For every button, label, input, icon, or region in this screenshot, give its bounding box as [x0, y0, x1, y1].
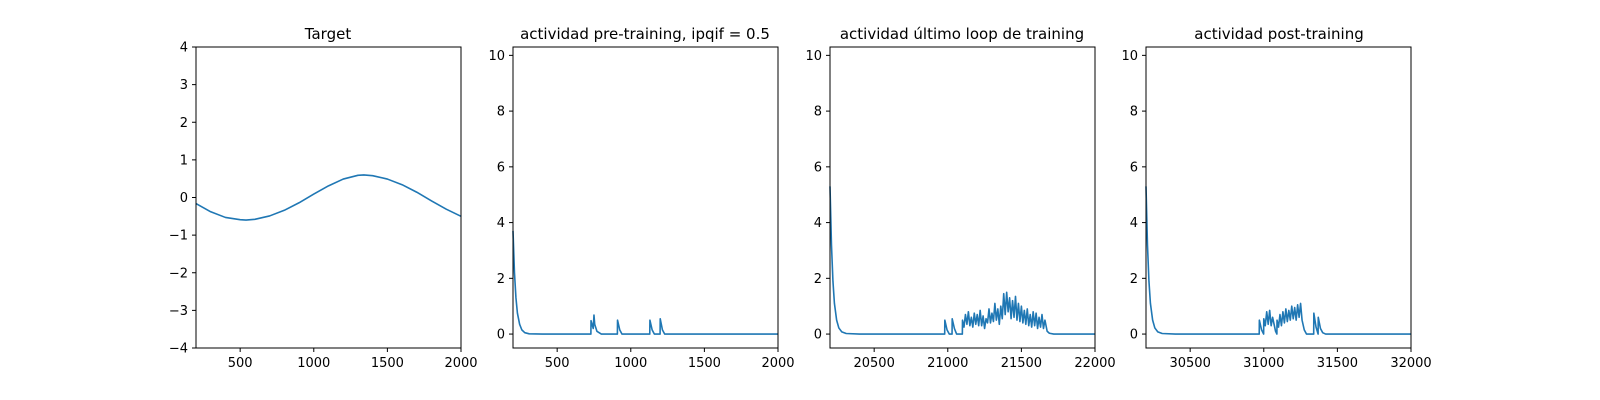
x-tick-label: 31500 [1317, 356, 1358, 371]
y-tick-label: −3 [169, 304, 188, 319]
y-tick-label: 0 [497, 328, 505, 343]
y-tick-label: 8 [814, 105, 822, 120]
x-tick-label: 32000 [1390, 356, 1431, 371]
x-tick-label: 1500 [688, 356, 721, 371]
subplot-title: actividad pre-training, ipqif = 0.5 [520, 25, 770, 43]
y-tick-label: 6 [497, 160, 505, 175]
y-tick-label: 1 [180, 153, 188, 168]
subplot-title: actividad post-training [1194, 25, 1363, 43]
x-tick-label: 500 [545, 356, 570, 371]
x-tick-label: 21000 [927, 356, 968, 371]
y-tick-label: 2 [497, 272, 505, 287]
y-tick-label: 4 [1130, 216, 1138, 231]
subplot-title: Target [304, 25, 352, 43]
y-tick-label: 4 [814, 216, 822, 231]
y-tick-label: −4 [169, 342, 188, 357]
x-tick-label: 2000 [761, 356, 794, 371]
y-tick-label: 10 [805, 49, 822, 64]
y-tick-label: 3 [180, 78, 188, 93]
y-tick-label: 0 [180, 191, 188, 206]
y-tick-label: 4 [497, 216, 505, 231]
x-tick-label: 20500 [853, 356, 894, 371]
x-tick-label: 1000 [297, 356, 330, 371]
y-tick-label: 8 [497, 105, 505, 120]
x-tick-label: 22000 [1074, 356, 1115, 371]
y-tick-label: 0 [814, 328, 822, 343]
y-tick-label: 0 [1130, 328, 1138, 343]
x-tick-label: 500 [228, 356, 253, 371]
y-tick-label: −2 [169, 266, 188, 281]
x-tick-label: 31000 [1243, 356, 1284, 371]
subplot-title: actividad último loop de training [840, 25, 1084, 43]
x-tick-label: 2000 [444, 356, 477, 371]
y-tick-label: 10 [488, 49, 505, 64]
x-tick-label: 1500 [371, 356, 404, 371]
x-tick-label: 30500 [1169, 356, 1210, 371]
y-tick-label: 6 [814, 160, 822, 175]
y-tick-label: −1 [169, 229, 188, 244]
x-tick-label: 1000 [614, 356, 647, 371]
y-tick-label: 8 [1130, 105, 1138, 120]
y-tick-label: 6 [1130, 160, 1138, 175]
y-tick-label: 2 [814, 272, 822, 287]
y-tick-label: 2 [1130, 272, 1138, 287]
y-tick-label: 4 [180, 41, 188, 56]
y-tick-label: 2 [180, 116, 188, 131]
y-tick-label: 10 [1121, 49, 1138, 64]
x-tick-label: 21500 [1001, 356, 1042, 371]
